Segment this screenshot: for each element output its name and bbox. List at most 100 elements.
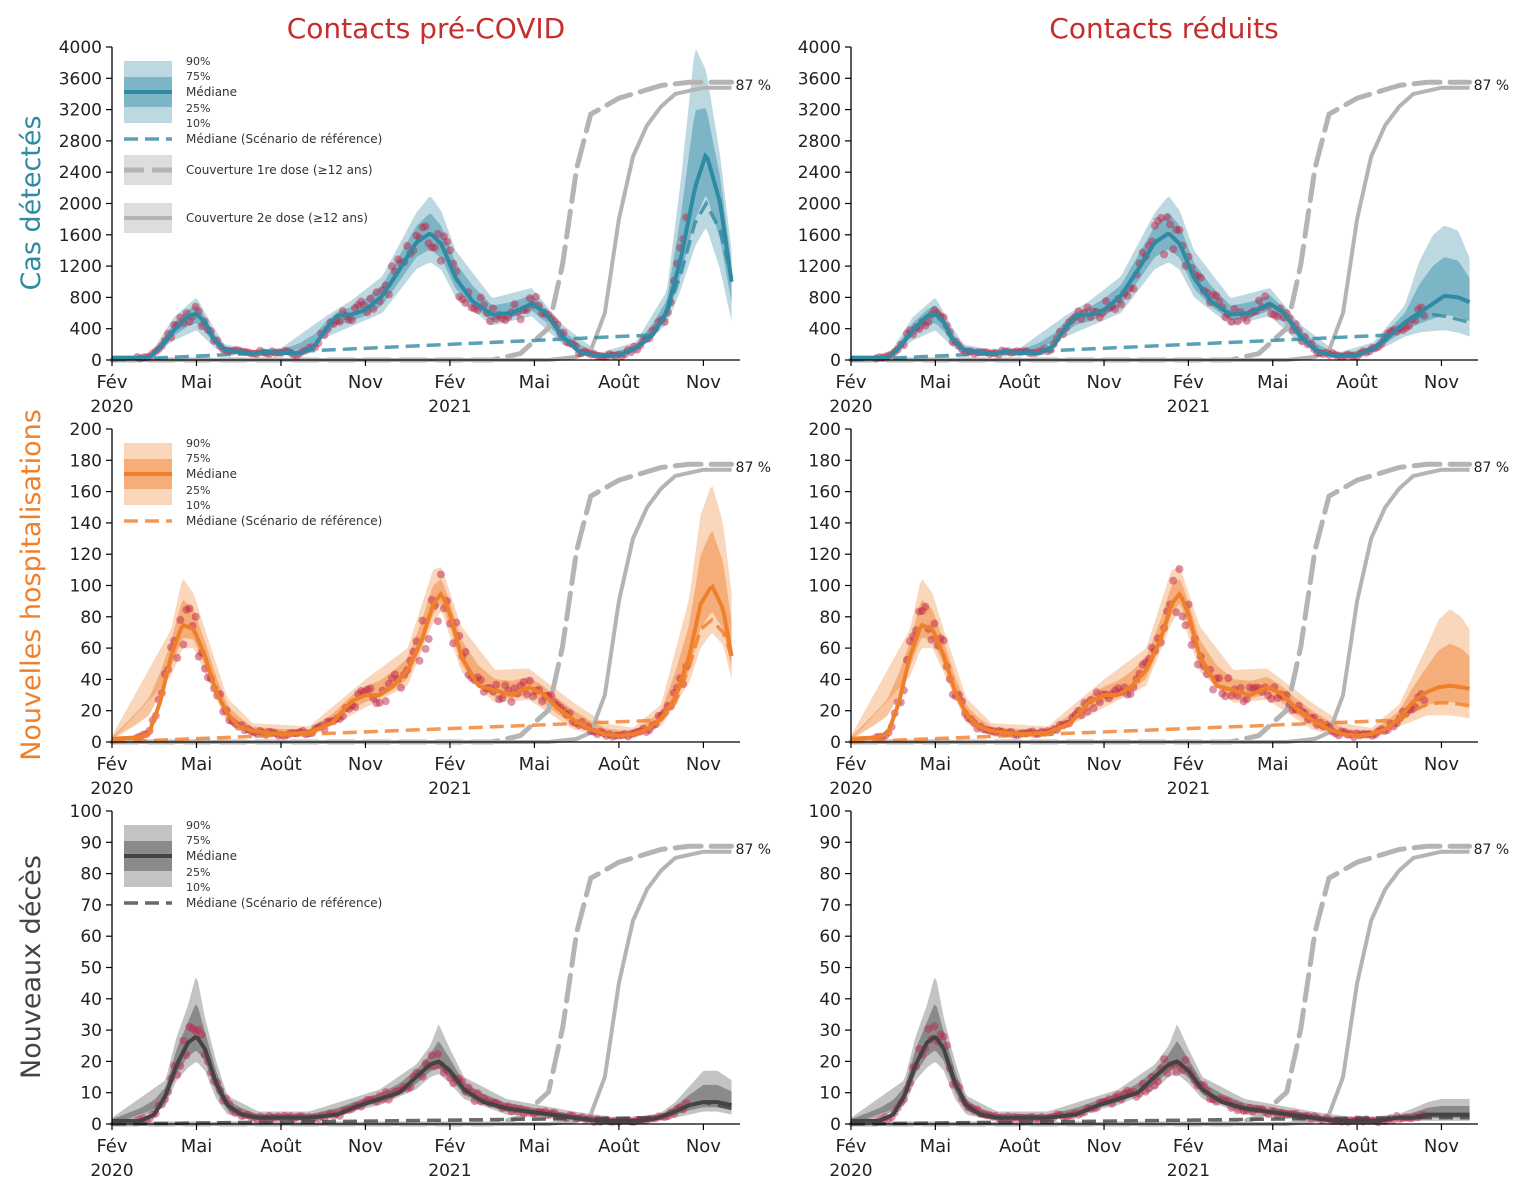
panel-deaths-precovid: 87 % 0 10 20 30 40 50 60 70 80 90 100 Fév Mai Août Nov F… bbox=[70, 802, 772, 1177]
coverage-dose2-line bbox=[112, 85, 732, 362]
y-tick-label: 4000 bbox=[798, 38, 841, 58]
y-tick-label: 10 bbox=[80, 1084, 102, 1104]
y-tick-label: 20 bbox=[819, 1052, 841, 1072]
y-tick-label: 2800 bbox=[59, 132, 102, 152]
x-tick-label: Août bbox=[1336, 372, 1377, 393]
coverage-dose1-line bbox=[848, 79, 1473, 363]
x-tick-label: Mai bbox=[1257, 754, 1289, 775]
observed-point bbox=[424, 634, 433, 643]
x-tick-label: Nov bbox=[1424, 754, 1459, 775]
observed-point bbox=[1224, 674, 1233, 683]
observed-point bbox=[1175, 565, 1184, 574]
coverage-label: 87 % bbox=[1474, 842, 1510, 858]
median-line bbox=[111, 583, 734, 741]
year-label: 2021 bbox=[428, 1161, 471, 1177]
y-tick-label: 60 bbox=[819, 927, 841, 947]
legend: 90% 75% Médiane 25% 10% Médiane (Scénario de … bbox=[124, 437, 382, 528]
legend-quantile-label: 25% bbox=[186, 484, 210, 497]
x-tick-label: Août bbox=[999, 372, 1040, 393]
coverage-label: 87 % bbox=[736, 78, 772, 94]
coverage-dose2-line bbox=[851, 467, 1470, 744]
y-tick-label: 180 bbox=[70, 451, 102, 471]
x-tick-label: Mai bbox=[181, 372, 213, 393]
observed-point bbox=[1193, 660, 1202, 669]
baseline-median-line bbox=[850, 1115, 1470, 1126]
x-tick-label: Fév bbox=[1173, 1136, 1204, 1157]
y-tick-label: 2800 bbox=[798, 132, 841, 152]
y-tick-label: 80 bbox=[819, 865, 841, 885]
x-tick-label: Nov bbox=[1086, 754, 1121, 775]
y-tick-label: 4000 bbox=[59, 38, 102, 58]
observed-point bbox=[421, 222, 430, 231]
observed-point bbox=[930, 619, 939, 628]
observed-point bbox=[347, 315, 356, 324]
observed-point bbox=[1255, 296, 1264, 305]
band-10-90 bbox=[851, 197, 1470, 359]
y-tick-label: 400 bbox=[809, 320, 841, 340]
y-tick-label: 30 bbox=[80, 1021, 102, 1041]
y-tick-label: 160 bbox=[70, 483, 102, 503]
y-tick-label: 100 bbox=[70, 802, 102, 822]
observed-point bbox=[173, 653, 182, 662]
observed-point bbox=[443, 237, 452, 246]
observed-point bbox=[1172, 608, 1181, 617]
observed-point bbox=[522, 690, 531, 699]
legend-quantile-label: 75% bbox=[186, 834, 210, 847]
x-tick-label: Mai bbox=[920, 1136, 952, 1157]
observed-point bbox=[179, 1036, 188, 1045]
y-tick-label: 140 bbox=[809, 514, 841, 534]
observed-point bbox=[939, 636, 948, 645]
y-tick-label: 1600 bbox=[59, 226, 102, 246]
x-tick-label: Août bbox=[1336, 754, 1377, 775]
observed-point bbox=[1166, 220, 1175, 229]
observed-point bbox=[461, 299, 470, 308]
observed-point bbox=[1163, 213, 1172, 222]
coverage-label: 87 % bbox=[736, 460, 772, 476]
year-label: 2021 bbox=[428, 779, 471, 799]
y-tick-label: 20 bbox=[80, 1052, 102, 1072]
y-tick-label: 100 bbox=[809, 577, 841, 597]
observed-point bbox=[1126, 690, 1135, 699]
y-tick-label: 3600 bbox=[59, 69, 102, 89]
panel-hosp-precovid: 87 % 0 20 40 60 80 100 120 140 160 180 200 Fév Mai Aoû… bbox=[70, 420, 772, 799]
x-tick-label: Mai bbox=[519, 1136, 551, 1157]
panel-cases-precovid: 87 % 0 400 800 1200 1600 2000 2400 2800 3200 3600 4… bbox=[59, 38, 771, 417]
x-tick-label: Nov bbox=[1086, 372, 1121, 393]
y-tick-label: 60 bbox=[80, 927, 102, 947]
coverage-label: 87 % bbox=[736, 842, 772, 858]
observed-point bbox=[1215, 674, 1224, 683]
column-title-precovid: Contacts pré-COVID bbox=[287, 12, 566, 45]
observed-point bbox=[1230, 304, 1239, 313]
panel-cases-reduced: 87 % 0 400 800 1200 1600 2000 2400 2800 3200 3600 4… bbox=[798, 38, 1509, 417]
observed-point bbox=[930, 1022, 939, 1031]
y-tick-label: 60 bbox=[819, 639, 841, 659]
year-label: 2020 bbox=[829, 1161, 872, 1177]
observed-point bbox=[436, 256, 445, 265]
x-tick-label: Fév bbox=[96, 754, 127, 775]
x-tick-label: Nov bbox=[686, 1136, 721, 1157]
x-tick-label: Août bbox=[999, 1136, 1040, 1157]
y-tick-label: 100 bbox=[809, 802, 841, 822]
observed-point bbox=[476, 293, 485, 302]
observed-point bbox=[1169, 576, 1178, 585]
observed-point bbox=[1227, 317, 1236, 326]
observed-point bbox=[430, 243, 439, 252]
observed-point bbox=[921, 602, 930, 611]
legend-quantile-label: 90% bbox=[186, 55, 210, 68]
x-tick-label: Mai bbox=[519, 372, 551, 393]
observed-point bbox=[185, 604, 194, 613]
y-tick-label: 800 bbox=[809, 288, 841, 308]
y-tick-label: 140 bbox=[70, 514, 102, 534]
y-tick-label: 40 bbox=[819, 990, 841, 1010]
y-tick-label: 40 bbox=[819, 670, 841, 690]
x-tick-label: Nov bbox=[1424, 1136, 1459, 1157]
x-tick-label: Nov bbox=[348, 372, 383, 393]
column-title-reduced: Contacts réduits bbox=[1049, 12, 1278, 45]
panel-hosp-reduced: 87 % 0 20 40 60 80 100 120 140 160 180 200 Fév Mai Aoû… bbox=[809, 420, 1510, 799]
x-tick-label: Nov bbox=[348, 754, 383, 775]
observed-point bbox=[1169, 245, 1178, 254]
y-tick-label: 0 bbox=[91, 1115, 102, 1135]
legend-quantile-label: 90% bbox=[186, 437, 210, 450]
legend-quantile-label: 25% bbox=[186, 866, 210, 879]
y-tick-label: 70 bbox=[80, 896, 102, 916]
